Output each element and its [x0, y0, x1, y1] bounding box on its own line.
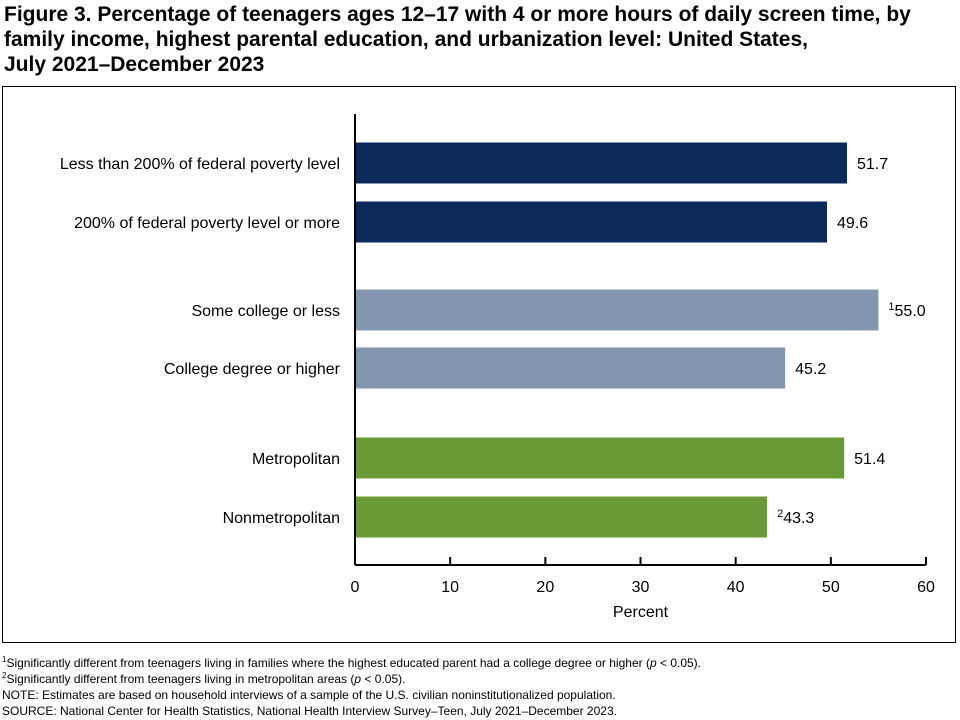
bar-1: [355, 142, 848, 184]
chart-frame: [2, 86, 956, 643]
footnote-1: 1Significantly different from teenagers …: [2, 655, 952, 671]
category-label-5: Metropolitan: [252, 451, 340, 468]
chart-title-line-3: July 2021–December 2023: [4, 53, 265, 76]
footnotes: 1Significantly different from teenagers …: [2, 655, 952, 719]
value-label-2: 49.6: [837, 215, 868, 232]
footnote-2-p: p: [354, 672, 362, 686]
category-label-3: Some college or less: [191, 303, 340, 320]
bar-6: [355, 496, 768, 538]
x-tick-label-60: 60: [917, 579, 935, 596]
footnote-2-text: Significantly different from teenagers l…: [6, 672, 355, 686]
x-tick-label-10: 10: [441, 579, 459, 596]
value-label-3: 155.0: [888, 301, 925, 320]
chart-title: Figure 3. Percentage of teenagers ages 1…: [4, 2, 954, 77]
x-tick-label-40: 40: [727, 579, 745, 596]
x-axis-title: Percent: [613, 604, 669, 621]
x-tick-label-20: 20: [536, 579, 554, 596]
x-tick-label-0: 0: [351, 579, 360, 596]
note-text: NOTE: Estimates are based on household i…: [2, 688, 616, 702]
bar-3: [355, 289, 879, 331]
footnote-1-p: p: [649, 656, 657, 670]
bar-4: [355, 347, 786, 389]
category-label-6: Nonmetropolitan: [223, 510, 340, 527]
chart-title-line-1: Figure 3. Percentage of teenagers ages 1…: [4, 3, 911, 26]
bar-2: [355, 201, 828, 243]
category-label-4: College degree or higher: [164, 361, 341, 378]
source-text: SOURCE: National Center for Health Stati…: [2, 704, 617, 718]
x-tick-label-30: 30: [632, 579, 650, 596]
bar-5: [355, 437, 845, 479]
footnote-1-end: < 0.05).: [656, 656, 702, 670]
footnote-2-end: < 0.05).: [361, 672, 406, 686]
value-label-1: 51.7: [857, 156, 888, 173]
category-label-2: 200% of federal poverty level or more: [74, 215, 340, 232]
chart-title-line-2: family income, highest parental educatio…: [4, 28, 808, 51]
value-label-4: 45.2: [795, 361, 826, 378]
footnote-1-text: Significantly different from teenagers l…: [6, 656, 650, 670]
category-label-1: Less than 200% of federal poverty level: [60, 156, 340, 173]
footnote-2: 2Significantly different from teenagers …: [2, 671, 952, 687]
footnote-2-mark: 2: [2, 671, 7, 680]
value-label-5: 51.4: [854, 451, 885, 468]
footnote-1-mark: 1: [2, 655, 7, 664]
x-tick-label-50: 50: [822, 579, 840, 596]
value-label-6: 243.3: [777, 508, 814, 527]
